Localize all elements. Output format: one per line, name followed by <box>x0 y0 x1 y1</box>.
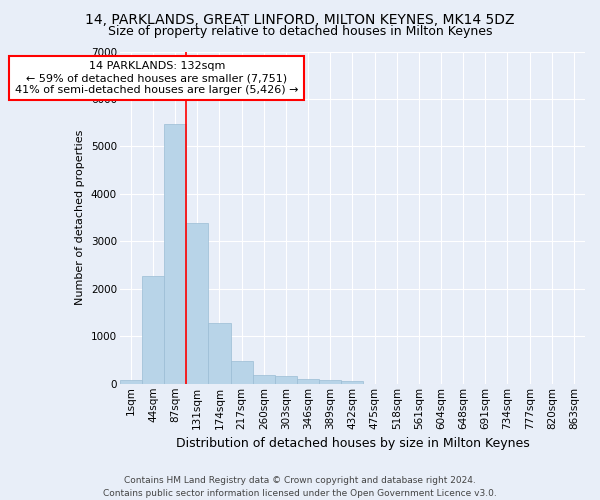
X-axis label: Distribution of detached houses by size in Milton Keynes: Distribution of detached houses by size … <box>176 437 529 450</box>
Text: 14, PARKLANDS, GREAT LINFORD, MILTON KEYNES, MK14 5DZ: 14, PARKLANDS, GREAT LINFORD, MILTON KEY… <box>85 12 515 26</box>
Bar <box>253 374 275 384</box>
Text: Contains HM Land Registry data © Crown copyright and database right 2024.
Contai: Contains HM Land Registry data © Crown c… <box>103 476 497 498</box>
Y-axis label: Number of detached properties: Number of detached properties <box>76 130 85 306</box>
Bar <box>208 322 230 384</box>
Bar <box>297 380 319 384</box>
Bar <box>341 381 364 384</box>
Bar <box>142 276 164 384</box>
Bar <box>230 360 253 384</box>
Bar <box>275 376 297 384</box>
Text: 14 PARKLANDS: 132sqm
← 59% of detached houses are smaller (7,751)
41% of semi-de: 14 PARKLANDS: 132sqm ← 59% of detached h… <box>15 62 299 94</box>
Bar <box>186 223 208 384</box>
Bar <box>319 380 341 384</box>
Bar <box>120 380 142 384</box>
Text: Size of property relative to detached houses in Milton Keynes: Size of property relative to detached ho… <box>108 25 492 38</box>
Bar <box>164 124 186 384</box>
